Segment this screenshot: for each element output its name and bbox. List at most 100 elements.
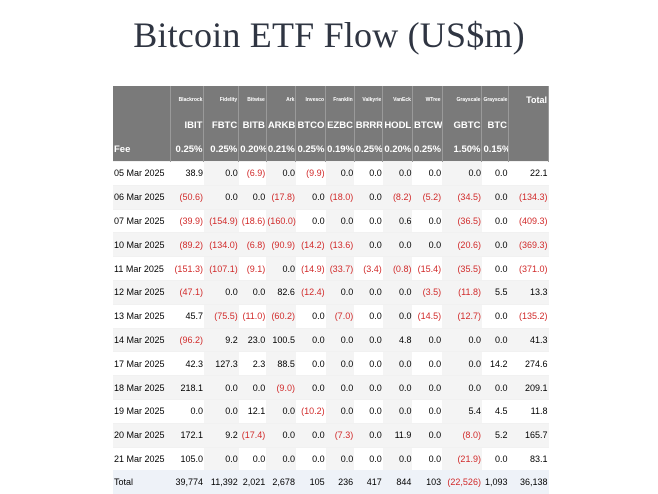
flow-cell: 0.0 — [170, 399, 204, 423]
flow-cell: (5.2) — [412, 185, 442, 209]
issuer-header-cell: WTree — [412, 86, 442, 113]
ticker-header-cell: EZBC — [326, 113, 355, 138]
flow-cell: (18.0) — [326, 185, 355, 209]
flow-cell: (10.2) — [296, 399, 326, 423]
flow-cell: (13.6) — [326, 233, 355, 257]
flow-cell: 0.0 — [204, 399, 239, 423]
flow-cell: 0.0 — [412, 233, 442, 257]
fee-header-cell: 0.15% — [482, 138, 509, 162]
issuer-header-cell: Total — [509, 86, 549, 113]
flow-cell: (14.5) — [412, 304, 442, 328]
flow-cell: 0.0 — [354, 447, 383, 470]
flow-cell: 0.0 — [442, 162, 482, 186]
total-cell: 1,093 — [482, 470, 509, 494]
flow-cell: 0.0 — [296, 185, 326, 209]
issuer-header-cell: Valkyrie — [354, 86, 383, 113]
page-title: Bitcoin ETF Flow (US$m) — [0, 14, 658, 56]
flow-cell: 11.9 — [383, 423, 413, 447]
ticker-header-cell: FBTC — [204, 113, 239, 138]
flow-cell: 0.0 — [266, 257, 296, 281]
flow-cell: 5.5 — [482, 280, 509, 304]
fee-header-cell: 0.20% — [383, 138, 413, 162]
date-cell: 05 Mar 2025 — [113, 162, 170, 186]
flow-cell: (47.1) — [170, 280, 204, 304]
issuer-header-cell: Franklin — [326, 86, 355, 113]
flow-cell: (8.0) — [442, 423, 482, 447]
flow-cell: 100.5 — [266, 328, 296, 352]
flow-cell: 127.3 — [204, 352, 239, 376]
flow-cell: (18.6) — [239, 209, 267, 233]
flow-cell: 0.0 — [354, 352, 383, 376]
flow-cell: 0.0 — [383, 162, 413, 186]
flow-cell: 0.0 — [412, 209, 442, 233]
flow-cell: 12.1 — [239, 399, 267, 423]
flow-cell: 0.0 — [326, 447, 355, 470]
total-cell: 105 — [296, 470, 326, 494]
flow-cell: (107.1) — [204, 257, 239, 281]
flow-cell: 0.0 — [482, 162, 509, 186]
flow-cell: 0.0 — [326, 352, 355, 376]
flow-cell: (11.8) — [442, 280, 482, 304]
flow-cell: 0.0 — [296, 209, 326, 233]
flow-cell: 5.2 — [482, 423, 509, 447]
date-cell: 07 Mar 2025 — [113, 209, 170, 233]
flow-cell: 172.1 — [170, 423, 204, 447]
flow-cell: 0.0 — [354, 376, 383, 400]
fee-header-cell: 0.25% — [296, 138, 326, 162]
flow-cell: 0.0 — [412, 328, 442, 352]
total-cell: 11,392 — [204, 470, 239, 494]
flow-cell: 0.0 — [204, 376, 239, 400]
flow-cell: 0.0 — [354, 399, 383, 423]
flow-cell: 0.0 — [266, 162, 296, 186]
flow-cell: (8.2) — [383, 185, 413, 209]
flow-cell: 23.0 — [239, 328, 267, 352]
flow-cell: (12.7) — [442, 304, 482, 328]
flow-cell: 274.6 — [509, 352, 549, 376]
ticker-header-cell: BTCW — [412, 113, 442, 138]
flow-cell: (9.0) — [266, 376, 296, 400]
flow-cell: 38.9 — [170, 162, 204, 186]
date-cell: 20 Mar 2025 — [113, 423, 170, 447]
flow-cell: 9.2 — [204, 423, 239, 447]
total-label: Total — [113, 470, 170, 494]
flow-cell: 0.0 — [354, 185, 383, 209]
total-cell: 103 — [412, 470, 442, 494]
flow-cell: 0.0 — [482, 257, 509, 281]
flow-cell: (7.0) — [326, 304, 355, 328]
flow-cell: 0.0 — [482, 376, 509, 400]
flow-cell: 0.0 — [412, 399, 442, 423]
flow-cell: 0.0 — [296, 447, 326, 470]
issuer-header-cell: Fidelity — [204, 86, 239, 113]
fee-header-cell: 0.25% — [170, 138, 204, 162]
flow-cell: (39.9) — [170, 209, 204, 233]
flow-cell: 0.0 — [383, 352, 413, 376]
flow-cell: 0.0 — [383, 233, 413, 257]
flow-cell: (160.0) — [266, 209, 296, 233]
total-cell: 2,678 — [266, 470, 296, 494]
flow-cell: 0.0 — [266, 447, 296, 470]
flow-cell: 105.0 — [170, 447, 204, 470]
flow-cell: (134.3) — [509, 185, 549, 209]
flow-cell: 0.0 — [442, 352, 482, 376]
flow-cell: 0.0 — [482, 304, 509, 328]
flow-cell: 42.3 — [170, 352, 204, 376]
flow-cell: 0.0 — [354, 423, 383, 447]
flow-cell: (7.3) — [326, 423, 355, 447]
flow-cell: 0.0 — [326, 399, 355, 423]
flow-cell: (369.3) — [509, 233, 549, 257]
total-cell: 39,774 — [170, 470, 204, 494]
flow-cell: (134.0) — [204, 233, 239, 257]
date-cell: 19 Mar 2025 — [113, 399, 170, 423]
flow-cell: 0.0 — [326, 209, 355, 233]
fee-header-cell: 0.25% — [412, 138, 442, 162]
total-cell: 844 — [383, 470, 413, 494]
flow-cell: 0.0 — [482, 209, 509, 233]
table-row: 10 Mar 2025(89.2)(134.0)(6.8)(90.9)(14.2… — [113, 233, 549, 257]
issuer-header-cell: VanEck — [383, 86, 413, 113]
